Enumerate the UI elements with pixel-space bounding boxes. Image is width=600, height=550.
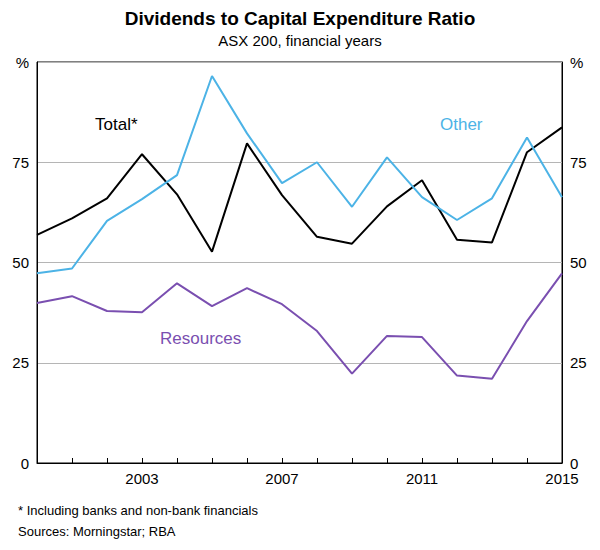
svg-text:Total*: Total*	[95, 115, 138, 134]
svg-text:2015: 2015	[545, 470, 578, 487]
svg-text:0: 0	[21, 455, 29, 472]
svg-text:%: %	[16, 54, 29, 71]
svg-text:* Including banks and non-bank: * Including banks and non-bank financial…	[18, 503, 258, 518]
svg-text:75: 75	[12, 154, 29, 171]
svg-text:25: 25	[570, 354, 587, 371]
svg-text:2003: 2003	[125, 470, 158, 487]
svg-text:75: 75	[570, 154, 587, 171]
svg-text:2007: 2007	[265, 470, 298, 487]
svg-text:Resources: Resources	[160, 329, 241, 348]
svg-text:ASX 200, financial years: ASX 200, financial years	[218, 32, 381, 49]
svg-text:2011: 2011	[406, 470, 438, 487]
svg-text:Other: Other	[440, 115, 483, 134]
svg-text:Sources: Morningstar; RBA: Sources: Morningstar; RBA	[18, 524, 176, 539]
svg-text:Dividends to Capital Expenditu: Dividends to Capital Expenditure Ratio	[125, 8, 476, 29]
svg-text:25: 25	[12, 354, 29, 371]
svg-text:50: 50	[12, 254, 29, 271]
svg-text:%: %	[570, 54, 583, 71]
svg-text:50: 50	[570, 254, 587, 271]
svg-text:0: 0	[570, 455, 578, 472]
